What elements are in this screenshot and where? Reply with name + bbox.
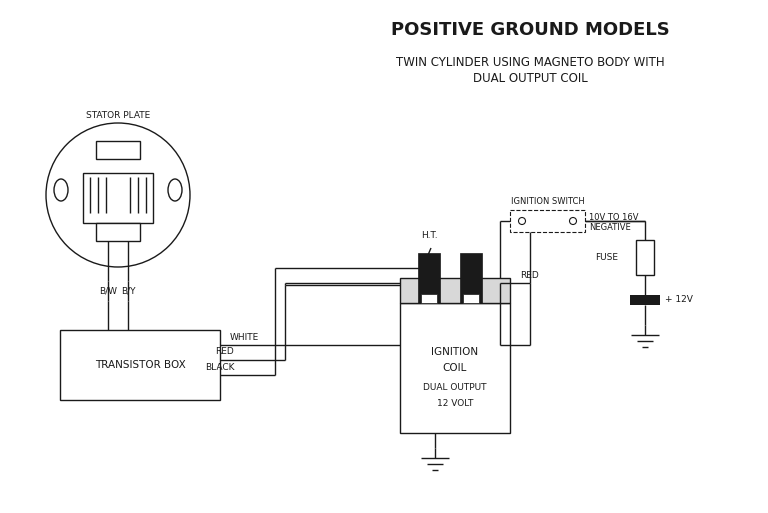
Bar bbox=[421, 294, 437, 303]
Text: IGNITION SWITCH: IGNITION SWITCH bbox=[511, 196, 584, 206]
Text: TWIN CYLINDER USING MAGNETO BODY WITH: TWIN CYLINDER USING MAGNETO BODY WITH bbox=[396, 55, 664, 69]
Text: COIL: COIL bbox=[443, 363, 467, 373]
Bar bbox=[636, 240, 654, 275]
Polygon shape bbox=[110, 197, 120, 207]
Text: + 12V: + 12V bbox=[665, 295, 693, 305]
Text: NEGATIVE: NEGATIVE bbox=[589, 224, 631, 232]
Text: DUAL OUTPUT: DUAL OUTPUT bbox=[423, 383, 487, 392]
Bar bbox=[83, 173, 153, 223]
Bar bbox=[510, 210, 585, 232]
Bar bbox=[96, 141, 140, 159]
Text: 10V TO 16V: 10V TO 16V bbox=[589, 212, 638, 222]
Text: DUAL OUTPUT COIL: DUAL OUTPUT COIL bbox=[472, 71, 588, 85]
Bar bbox=[460, 253, 482, 303]
Bar bbox=[463, 294, 479, 303]
Text: B/W: B/W bbox=[99, 286, 117, 295]
Text: BLACK: BLACK bbox=[205, 363, 234, 371]
Text: B/Y: B/Y bbox=[121, 286, 135, 295]
Text: 12 VOLT: 12 VOLT bbox=[437, 399, 473, 408]
Text: IGNITION: IGNITION bbox=[432, 347, 478, 358]
Bar bbox=[400, 303, 510, 433]
Bar bbox=[418, 253, 440, 303]
Bar bbox=[96, 223, 140, 241]
Text: RED: RED bbox=[520, 270, 538, 280]
Text: STATOR PLATE: STATOR PLATE bbox=[86, 110, 150, 120]
Text: WHITE: WHITE bbox=[230, 332, 260, 342]
Text: FUSE: FUSE bbox=[595, 253, 618, 262]
Bar bbox=[60, 330, 220, 400]
Text: TRANSISTOR BOX: TRANSISTOR BOX bbox=[94, 360, 185, 370]
Bar bbox=[630, 295, 660, 305]
Text: POSITIVE GROUND MODELS: POSITIVE GROUND MODELS bbox=[391, 21, 670, 39]
Bar bbox=[400, 278, 510, 303]
Text: RED: RED bbox=[215, 347, 233, 357]
Text: H.T.: H.T. bbox=[421, 231, 437, 241]
